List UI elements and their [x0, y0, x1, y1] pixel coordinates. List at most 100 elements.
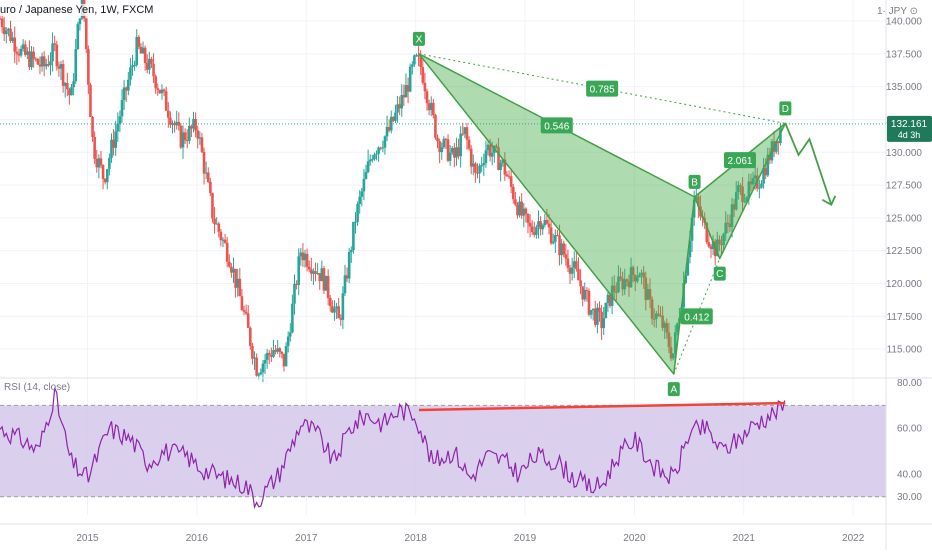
candle-body: [392, 116, 395, 121]
candle-body: [758, 187, 761, 189]
candle-body: [450, 147, 454, 153]
candle-body: [659, 315, 662, 317]
candle-body: [762, 168, 765, 184]
candle-body: [549, 227, 553, 244]
candle-body: [337, 306, 340, 319]
candle-body: [118, 116, 122, 124]
candle-body: [267, 353, 271, 355]
candle-body: [331, 306, 334, 313]
candle-body: [587, 290, 591, 315]
candle-body: [227, 261, 231, 267]
candle-body: [650, 299, 654, 319]
candle-body: [732, 204, 736, 210]
candle-body: [257, 374, 261, 376]
candle-body: [352, 221, 355, 251]
candle-body: [19, 48, 23, 56]
candle-body: [246, 313, 250, 328]
candle-body: [179, 125, 183, 148]
currency-label[interactable]: 1· JPY ⊙: [877, 6, 918, 17]
candle-body: [160, 89, 164, 94]
candle-body: [200, 137, 204, 152]
candle-body: [131, 65, 134, 68]
candle-body: [421, 67, 425, 83]
candle-body: [347, 252, 351, 279]
candle-body: [192, 118, 195, 129]
candle-body: [326, 275, 330, 298]
candle-body: [120, 100, 124, 117]
candle-body: [520, 201, 523, 216]
ratio-badge: [540, 117, 573, 134]
candle-body: [15, 51, 19, 54]
candle-body: [21, 44, 25, 49]
candle-body: [358, 196, 362, 204]
candle-body: [711, 241, 715, 250]
pattern-point-x: X: [416, 34, 423, 45]
price-tick-label: 125.000: [886, 213, 923, 224]
candle-body: [589, 310, 593, 315]
candle-body: [657, 313, 660, 316]
candle-body: [522, 208, 526, 216]
candle-body: [581, 286, 584, 300]
candle-body: [217, 223, 221, 232]
candle-body: [608, 294, 612, 306]
candle-body: [341, 293, 345, 320]
candle-body: [17, 53, 21, 56]
candle-body: [514, 199, 517, 205]
candle-body: [141, 47, 145, 54]
candle-body: [715, 239, 719, 257]
candle-body: [486, 144, 490, 151]
candle-body: [575, 261, 578, 269]
rsi-indicator-label[interactable]: RSI (14, close): [4, 382, 71, 393]
candle-body: [480, 165, 484, 167]
candle-body: [0, 18, 4, 28]
candle-body: [74, 49, 78, 82]
candle-body: [108, 157, 111, 170]
candle-body: [432, 102, 435, 116]
candle-body: [30, 51, 33, 68]
candle-body: [209, 181, 212, 194]
candle-body: [40, 56, 44, 67]
ratio-badge: [723, 152, 756, 169]
candle-body: [112, 139, 115, 148]
candle-body: [501, 159, 505, 163]
candle-body: [166, 110, 170, 118]
candle-body: [320, 268, 324, 282]
candle-body: [63, 83, 67, 86]
candle-body: [110, 139, 113, 158]
candle-body: [684, 275, 688, 284]
candle-body: [5, 30, 8, 35]
price-tick-label: 115.000: [887, 345, 923, 356]
pattern-point-c: C: [716, 269, 723, 280]
candle-body: [415, 55, 418, 57]
candle-body: [356, 203, 359, 222]
candle-body: [503, 159, 507, 175]
candle-body: [49, 61, 52, 66]
candle-body: [604, 302, 608, 319]
candle-body: [564, 254, 568, 259]
candle-body: [728, 223, 732, 228]
candle-body: [124, 87, 128, 91]
candle-body: [690, 217, 694, 241]
pattern-layer: X A B C D 0.785 0.546 0.412 2.061: [412, 31, 837, 397]
candle-body: [734, 192, 738, 210]
candle-body: [345, 275, 349, 279]
bar-countdown: 4d 3h: [898, 130, 921, 140]
candle-body: [249, 327, 252, 346]
symbol-title[interactable]: uro / Japanese Yen, 1W, FXCM: [0, 4, 158, 16]
candle-body: [774, 141, 778, 152]
candle-body: [654, 313, 658, 319]
candle-body: [623, 279, 627, 290]
pattern-point-badge: [713, 266, 726, 281]
candle-body: [640, 272, 643, 275]
candle-body: [379, 147, 383, 149]
candle-body: [133, 65, 136, 67]
candle-body: [57, 66, 61, 69]
candle-body: [255, 357, 258, 376]
candle-body: [495, 145, 498, 148]
candle-body: [394, 112, 397, 121]
candle-body: [427, 103, 431, 111]
candle-body: [196, 130, 200, 139]
